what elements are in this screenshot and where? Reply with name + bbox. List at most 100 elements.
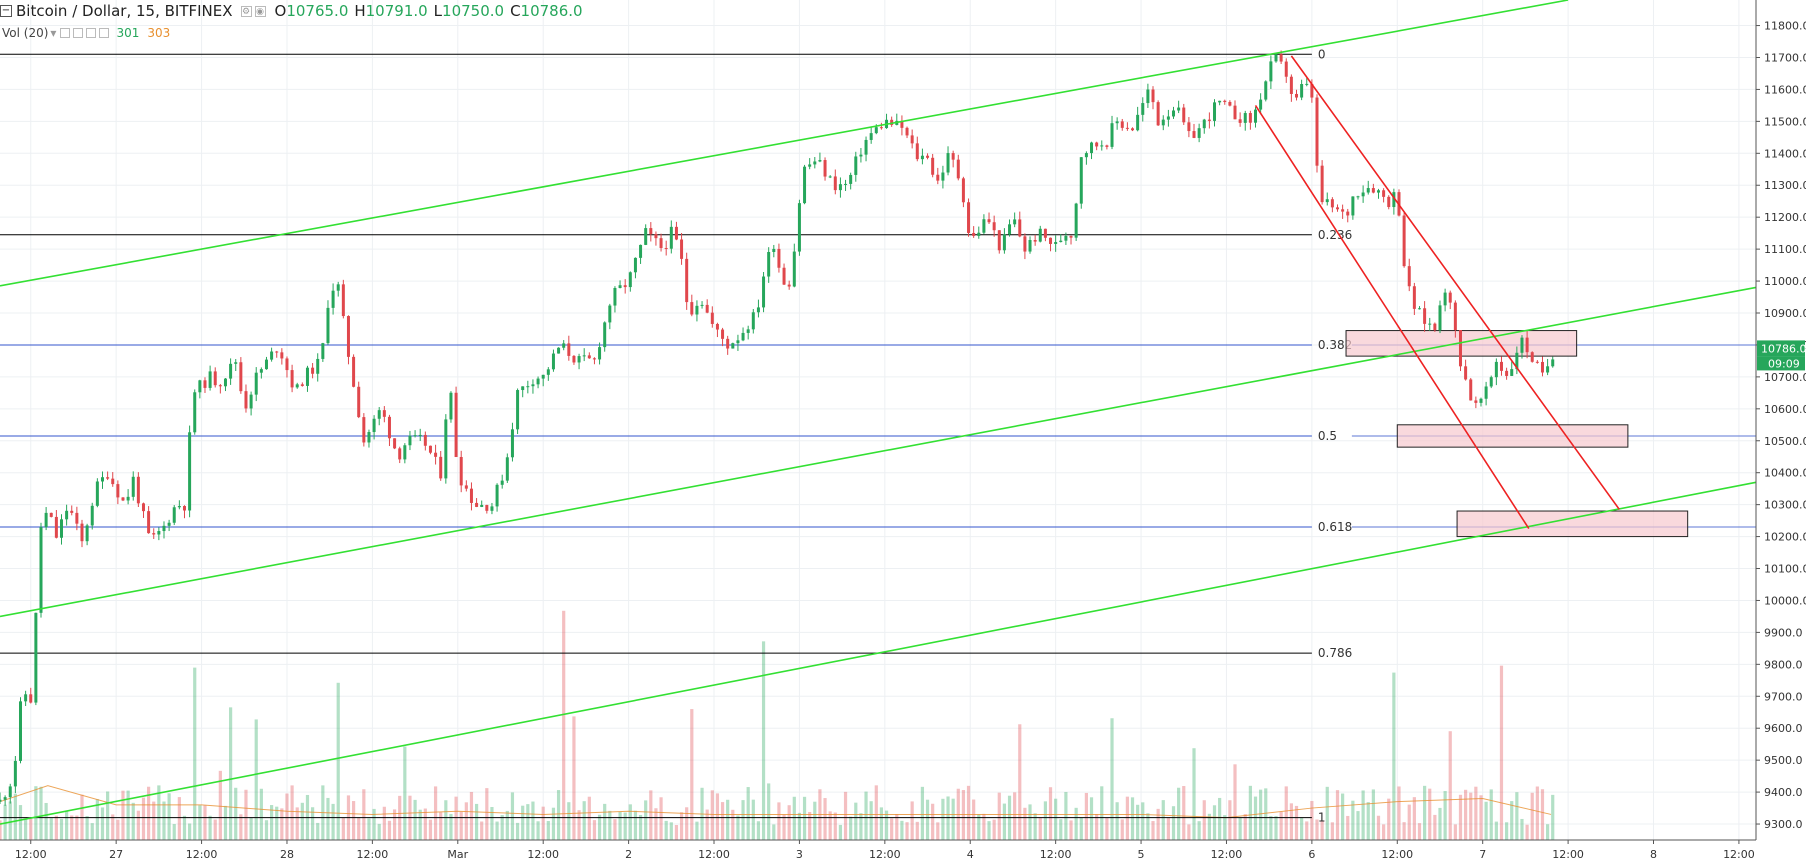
price-tick-label: 9300.0 <box>1764 818 1803 831</box>
candle-body <box>1361 192 1365 197</box>
volume-bar <box>208 815 212 840</box>
candle-body <box>352 356 356 387</box>
candle-body <box>516 390 520 430</box>
volume-bar <box>1382 824 1386 840</box>
candle-body <box>367 432 371 443</box>
candle-body <box>1192 131 1196 138</box>
close-icon[interactable] <box>99 28 110 38</box>
time-tick-label: 12:00 <box>1211 848 1243 861</box>
volume-bar <box>1028 804 1032 840</box>
candle-body <box>264 359 268 370</box>
candle-body <box>813 161 817 165</box>
time-tick-label: 12:00 <box>1552 848 1584 861</box>
volume-bar <box>1433 814 1437 840</box>
volume-bar <box>459 811 463 840</box>
support-zone <box>1456 510 1689 538</box>
volume-bar <box>1335 790 1340 840</box>
candle-body <box>936 174 940 181</box>
eye-icon[interactable] <box>60 28 71 38</box>
candle-body <box>1525 337 1529 353</box>
time-tick-label: 12:00 <box>1723 848 1755 861</box>
volume-bar <box>54 815 58 840</box>
volume-bar <box>556 790 561 840</box>
volume-bar <box>905 822 909 840</box>
candle-body <box>259 369 263 373</box>
volume-bar <box>213 819 217 840</box>
volume-bar <box>1469 792 1473 840</box>
volume-bar <box>111 814 115 840</box>
volume-bar <box>823 798 827 840</box>
candle-body <box>920 155 924 160</box>
volume-bar <box>895 813 899 840</box>
price-tick-label: 11200.0 <box>1764 211 1806 224</box>
collapse-icon[interactable]: − <box>0 5 12 17</box>
candle-body <box>70 510 74 513</box>
candle-body <box>75 512 79 524</box>
settings-icon[interactable]: ⚙ <box>240 5 252 17</box>
candle-body <box>1530 352 1534 362</box>
candle-body <box>172 507 176 523</box>
volume-bar <box>1479 795 1483 840</box>
volume-bar <box>90 823 94 840</box>
volume-bar <box>705 809 709 840</box>
volume-bar <box>797 812 802 840</box>
volume-bar <box>269 805 274 840</box>
support-zone <box>1396 424 1629 448</box>
volume-bar <box>126 790 130 840</box>
volume-bar <box>1525 824 1529 840</box>
volume-bar <box>1079 817 1083 840</box>
volume-bar <box>1054 798 1058 840</box>
candle-body <box>1018 219 1022 237</box>
candle-body <box>1551 359 1555 367</box>
chart-header: − Bitcoin / Dollar, 15, BITFINEX ⚙ ◉ O10… <box>0 2 583 20</box>
candle-body <box>244 391 248 409</box>
candle-body <box>1074 203 1078 238</box>
candle-body <box>536 378 540 385</box>
volume-bar <box>116 819 120 840</box>
volume-bar <box>551 807 556 840</box>
volume-bar <box>106 791 110 840</box>
settings-icon[interactable] <box>73 28 84 38</box>
volume-bar <box>1494 821 1498 840</box>
volume-bar <box>1212 805 1217 840</box>
volume-bar <box>623 812 627 840</box>
volume-bar <box>316 822 320 840</box>
candle-body <box>1520 337 1524 353</box>
time-tick-label: 5 <box>1138 848 1145 861</box>
open-number: 10765.0 <box>286 2 349 20</box>
candle-body <box>859 154 863 157</box>
trend-line <box>0 0 1569 287</box>
volume-bar <box>1125 796 1129 840</box>
close-number: 10786.0 <box>520 2 583 20</box>
volume-bar <box>562 610 566 840</box>
volume-bar <box>485 788 489 840</box>
candle-body <box>669 226 673 249</box>
candle-body <box>1469 379 1473 401</box>
volume-bar <box>536 821 540 840</box>
candle-body <box>1233 105 1237 120</box>
candle-body <box>951 153 955 160</box>
volume-bar <box>792 796 796 840</box>
volume-bar <box>70 815 74 840</box>
candle-body <box>505 457 509 481</box>
candle-body <box>316 358 320 374</box>
candle-body <box>500 480 504 485</box>
hide-icon[interactable]: ◉ <box>254 5 266 17</box>
volume-bar <box>1397 786 1401 840</box>
time-tick-label: 2 <box>625 848 632 861</box>
dropdown-icon[interactable]: ▾ <box>50 26 57 40</box>
add-icon[interactable] <box>86 28 97 38</box>
volume-bar <box>367 818 371 840</box>
candle-body <box>818 160 822 162</box>
volume-bar <box>351 801 356 840</box>
volume-bar <box>1202 800 1206 840</box>
volume-bar <box>239 814 243 840</box>
volume-bar <box>1151 821 1155 840</box>
price-tick-label: 9500.0 <box>1764 754 1803 767</box>
volume-bar <box>1161 800 1165 840</box>
volume-bar <box>34 786 38 840</box>
volume-bar <box>884 810 889 840</box>
volume-bar <box>1407 804 1411 840</box>
volume-bar <box>638 814 643 840</box>
